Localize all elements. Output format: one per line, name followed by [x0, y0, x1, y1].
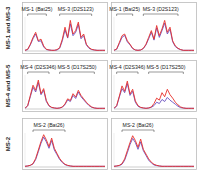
panel: MS-1 (Bat25) MS-3 (D2S123) — [22, 3, 108, 54]
trace — [114, 20, 194, 50]
panel-frame — [23, 3, 108, 54]
panel: MS-1 (Bat25)MS-3 (D2S123) — [109, 3, 196, 54]
y-axis — [25, 75, 26, 109]
bracket — [117, 14, 133, 16]
row-label: MS-2 — [5, 136, 11, 151]
annotation: MS-4 (D2S346) — [109, 64, 145, 70]
trace — [114, 81, 194, 108]
annotation: MS-1 (Bat25) — [22, 6, 53, 12]
lines — [25, 135, 105, 167]
panel: MS-2 (Bat26) — [112, 119, 197, 170]
y-axis — [25, 17, 26, 51]
trace — [25, 137, 105, 166]
y-axis — [114, 133, 115, 167]
panel: MS-2 (Bat26) — [23, 119, 108, 170]
y-axis — [25, 133, 26, 167]
bracket — [28, 72, 49, 74]
annotation: MS-1 (Bat25) — [109, 6, 140, 12]
annotation: MS-5 (D17S250) — [147, 64, 186, 70]
panel-frame — [112, 119, 197, 170]
bracket — [122, 130, 154, 132]
bracket — [28, 14, 47, 16]
row-label: MS-1 and MS-3 — [5, 6, 11, 49]
trace — [25, 20, 105, 50]
lines — [25, 20, 105, 50]
trace — [25, 80, 105, 108]
x-axis — [114, 109, 194, 110]
x-axis — [25, 51, 105, 52]
bracket — [60, 72, 95, 74]
lines — [25, 80, 105, 108]
bracket — [117, 72, 138, 74]
panel-frame — [23, 119, 108, 170]
row-label: MS-4 and MS-5 — [5, 64, 11, 107]
x-axis — [25, 109, 105, 110]
annotation: MS-2 (Bat26) — [34, 122, 65, 128]
bracket — [33, 130, 65, 132]
trace — [25, 135, 105, 167]
panel: MS-4 (D2S346)MS-5 (D17S250) — [20, 61, 107, 112]
y-axis — [114, 17, 115, 51]
trace — [114, 138, 194, 166]
lines — [114, 81, 194, 108]
figure: MS-1 (Bat25)MS-3 (D2S123)MS-1 and MS-3MS… — [0, 0, 200, 172]
lines — [114, 20, 194, 50]
trace — [114, 136, 194, 167]
bracket — [143, 14, 178, 16]
panel: MS-4 (D2S346)MS-5 (D17S250) — [109, 61, 196, 112]
annotation: MS-5 (D17S250) — [58, 64, 97, 70]
annotation: MS-2 (Bat26) — [123, 122, 154, 128]
bracket — [149, 72, 184, 74]
lines — [114, 136, 194, 167]
x-axis — [114, 51, 194, 52]
y-axis — [114, 75, 115, 109]
bracket — [60, 14, 92, 16]
annotation: MS-3 (D2S123) — [58, 6, 94, 12]
annotation: MS-3 (D2S123) — [143, 6, 179, 12]
annotation: MS-4 (D2S346) — [20, 64, 56, 70]
